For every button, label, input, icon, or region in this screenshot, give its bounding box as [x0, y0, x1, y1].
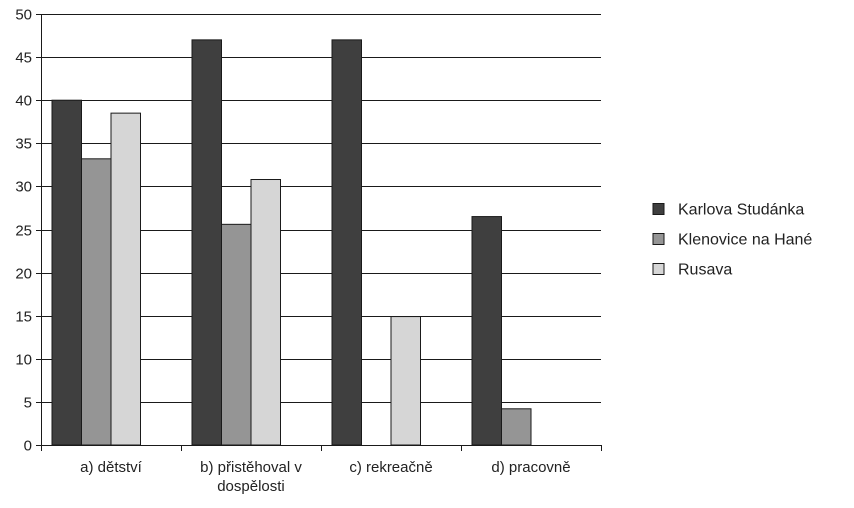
y-tick-label: 5 — [24, 395, 32, 412]
bar-rusava-2 — [390, 316, 421, 446]
y-tick-label: 40 — [15, 93, 32, 110]
y-tick-label: 20 — [15, 266, 32, 283]
x-tick-labels: a) dětství b) přistěhoval v dospělosti c) r… — [80, 459, 570, 495]
legend: Karlova Studánka Klenovice na Hané Rusava — [652, 202, 812, 279]
x-tick-label: a) dětství — [80, 459, 143, 476]
legend-swatch — [652, 263, 665, 275]
legend-label: Karlova Studánka — [678, 202, 804, 219]
y-tick-label: 30 — [15, 179, 32, 196]
legend-label: Rusava — [678, 262, 732, 279]
bar-karlova-studánka-3 — [471, 216, 502, 446]
legend-label: Klenovice na Hané — [678, 232, 812, 249]
y-tick-label: 10 — [15, 352, 32, 369]
bar-rusava-0 — [110, 112, 141, 446]
x-tick-label: dospělosti — [217, 478, 285, 495]
y-tick-label: 50 — [15, 7, 32, 24]
y-tick-label: 45 — [15, 50, 32, 67]
y-tick-label: 35 — [15, 136, 32, 153]
legend-swatch — [652, 233, 665, 245]
y-tick-label: 15 — [15, 309, 32, 326]
bar-karlova-studánka-1 — [191, 39, 222, 446]
axes — [36, 14, 602, 451]
y-tick-label: 0 — [24, 438, 32, 455]
bar-klenovice-na-hané-1 — [221, 223, 252, 446]
x-tick-label: d) pracovně — [491, 459, 570, 476]
bar-rusava-1 — [250, 179, 281, 446]
bar-klenovice-na-hané-3 — [501, 408, 532, 446]
x-tick-label: c) rekreačně — [349, 459, 432, 476]
bar-karlova-studánka-0 — [51, 99, 82, 446]
bar-karlova-studánka-2 — [331, 39, 362, 446]
x-tick-label: b) přistěhoval v — [200, 459, 302, 476]
legend-swatch — [652, 203, 665, 215]
bar-klenovice-na-hané-0 — [81, 158, 112, 446]
y-tick-label: 25 — [15, 223, 32, 240]
y-tick-labels: 0 5 10 15 20 25 30 35 40 45 50 — [15, 7, 32, 455]
